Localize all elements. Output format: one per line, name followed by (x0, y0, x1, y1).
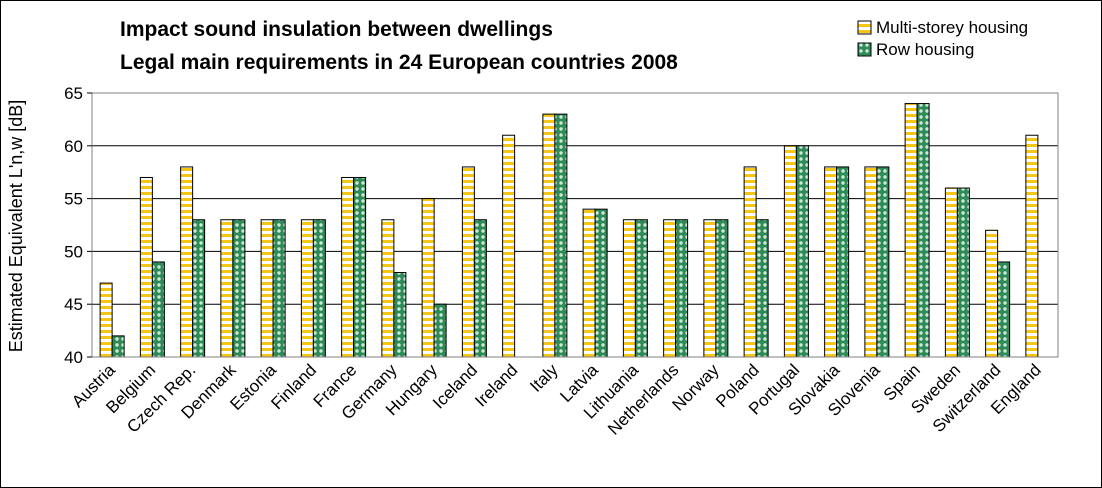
plot-area (91, 92, 1059, 358)
bar-row-housing (554, 113, 568, 358)
bar-multi-storey (944, 187, 958, 358)
bars (99, 103, 1039, 358)
bar-multi-storey (542, 113, 556, 358)
legend-label-row-housing: Row housing (876, 40, 974, 59)
y-tick-label: 55 (64, 190, 83, 209)
y-tick-label: 60 (64, 137, 83, 156)
y-tick-label: 40 (64, 348, 83, 367)
bar-row-housing (111, 335, 125, 358)
bar-multi-storey (260, 219, 274, 358)
bar-multi-storey (582, 208, 596, 358)
bar-multi-storey (904, 103, 918, 358)
bar-multi-storey (341, 176, 355, 358)
bar-row-housing (192, 219, 206, 358)
bar-multi-storey (220, 219, 234, 358)
bar-multi-storey (864, 166, 878, 358)
chart-title: Impact sound insulation between dwelling… (120, 18, 553, 41)
bar-multi-storey (461, 166, 475, 358)
bar-multi-storey (743, 166, 757, 358)
x-tick-label: Italy (526, 360, 562, 396)
bar-row-housing (353, 176, 367, 358)
bar-multi-storey (99, 282, 113, 358)
legend: Multi-storey housing Row housing (857, 18, 1028, 59)
bar-multi-storey (824, 166, 838, 358)
bar-row-housing (272, 219, 286, 358)
bar-multi-storey (985, 229, 999, 358)
bar-multi-storey (663, 219, 677, 358)
legend-swatch-multi-storey (857, 20, 872, 35)
chart-subtitle: Legal main requirements in 24 European c… (120, 51, 678, 74)
bar-row-housing (916, 103, 930, 358)
bar-row-housing (473, 219, 487, 358)
bar-row-housing (836, 166, 850, 358)
bar-row-housing (876, 166, 890, 358)
bar-multi-storey (1025, 134, 1039, 358)
bar-row-housing (594, 208, 608, 358)
bar-multi-storey (421, 198, 435, 358)
bar-multi-storey (381, 219, 395, 358)
x-tick-label: Finland (267, 360, 320, 413)
bar-multi-storey (622, 219, 636, 358)
y-tick-label: 50 (64, 242, 83, 261)
bar-row-housing (675, 219, 689, 358)
bar-row-housing (715, 219, 729, 358)
bar-multi-storey (783, 145, 797, 358)
bar-row-housing (755, 219, 769, 358)
y-axis-ticks: 40 45 50 55 60 65 (64, 84, 92, 367)
bar-row-housing (433, 303, 447, 358)
bar-multi-storey (180, 166, 194, 358)
bar-row-housing (232, 219, 246, 358)
bar-row-housing (956, 187, 970, 358)
bar-row-housing (393, 272, 407, 358)
bar-row-housing (997, 261, 1011, 358)
legend-swatch-row-housing (857, 42, 872, 57)
bar-multi-storey (502, 134, 516, 358)
bar-row-housing (634, 219, 648, 358)
bar-multi-storey (139, 176, 153, 358)
bar-row-housing (795, 145, 809, 358)
y-axis-label: Estimated Equivalent L'n,w [dB] (6, 100, 26, 353)
bar-multi-storey (300, 219, 314, 358)
y-tick-label: 65 (64, 84, 83, 103)
x-tick-label: Ireland (471, 360, 521, 410)
x-tick-label: Iceland (429, 360, 481, 412)
bar-multi-storey (703, 219, 717, 358)
y-tick-label: 45 (64, 295, 83, 314)
bar-row-housing (312, 219, 326, 358)
bar-row-housing (151, 261, 165, 358)
legend-label-multi-storey: Multi-storey housing (876, 18, 1028, 37)
